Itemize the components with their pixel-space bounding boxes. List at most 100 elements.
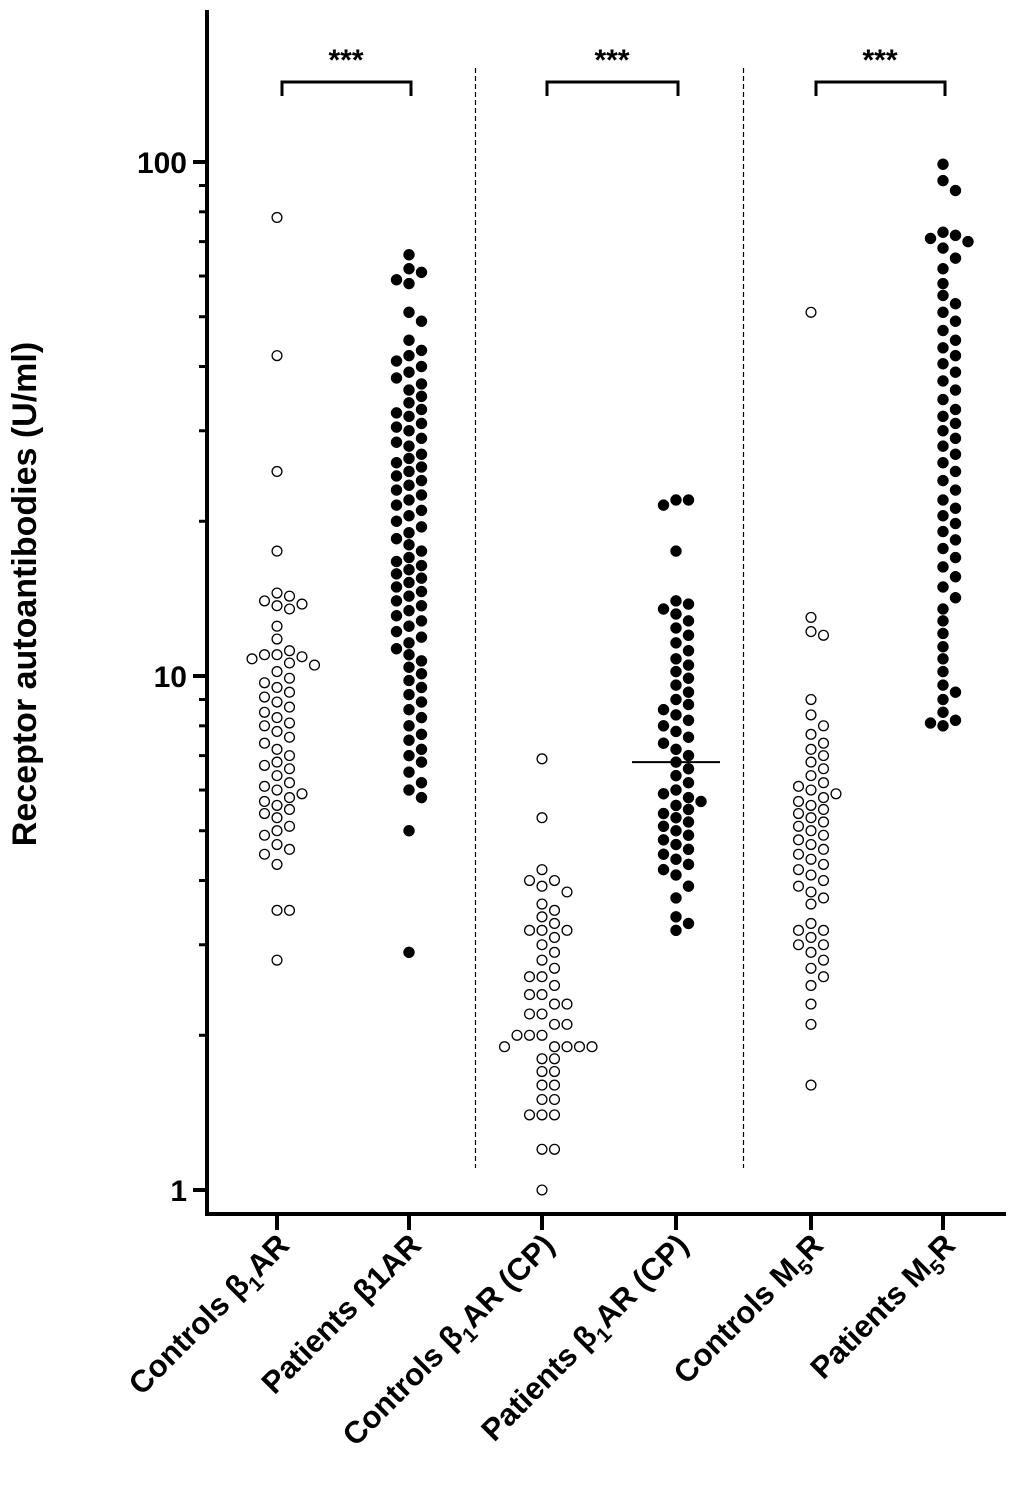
open-data-point [817,720,830,732]
filled-data-point [403,349,415,362]
filled-data-point [670,824,682,837]
filled-data-point [657,834,670,846]
filled-data-point [403,539,415,551]
open-data-point [561,886,573,898]
open-data-point [296,651,308,663]
open-data-point [283,777,296,789]
open-data-point [258,795,271,808]
filled-data-point [937,262,949,275]
filled-data-point [937,679,949,691]
open-data-point [817,777,830,789]
open-data-point [536,1079,548,1091]
filled-data-point [390,625,403,638]
open-data-point [792,939,805,951]
open-data-point [258,595,271,607]
open-data-point [805,743,817,755]
filled-data-point [949,534,962,546]
filled-data-point [415,585,428,598]
group-dividers [474,68,745,1168]
x-label-text: Patients [474,1332,590,1448]
filled-data-point [937,525,949,538]
y-ticks: 1 10 100 [137,147,207,1208]
open-data-point [498,1041,511,1053]
significance-label: *** [862,44,897,77]
filled-data-point [949,591,962,604]
open-data-point [511,1029,523,1041]
filled-data-point [657,863,670,876]
filled-data-point [390,515,403,528]
open-data-point [283,904,296,916]
open-data-point [817,792,830,804]
filled-data-point [670,853,682,866]
open-data-point [805,626,817,638]
x-label-text: Controls [122,1281,243,1402]
open-data-point [805,931,817,943]
open-data-point [805,611,817,623]
filled-data-point [657,703,670,716]
open-data-point [792,780,805,792]
open-data-point [271,756,283,768]
filled-data-point [695,795,707,808]
filled-data-point [937,226,949,239]
filled-data-point [415,403,428,416]
open-data-point [561,924,573,936]
open-data-point [258,737,271,749]
axes [205,10,1006,1216]
filled-data-point [937,627,949,640]
filled-data-point [682,672,695,684]
filled-data-point [949,297,962,310]
filled-data-point [670,924,682,937]
open-data-point [805,917,817,930]
filled-data-point [937,581,949,593]
filled-data-point [949,315,962,327]
open-data-point [271,743,283,755]
open-data-point [792,924,805,936]
open-data-point [805,838,817,851]
open-data-point [817,874,830,887]
filled-data-point [937,615,949,627]
filled-data-point [403,590,415,602]
open-data-point [817,892,830,904]
open-data-point [271,770,283,782]
open-data-point [523,1029,536,1041]
open-data-point [805,756,817,768]
open-data-point [258,759,271,771]
filled-data-point [657,499,670,511]
filled-data-point [937,720,949,732]
open-data-point [271,681,283,694]
filled-data-point [949,417,962,430]
filled-data-point [670,545,682,557]
open-data-point [536,753,548,765]
open-data-point [271,666,283,678]
filled-data-point [415,599,428,612]
open-data-point [523,989,536,1001]
filled-data-point [657,603,670,615]
open-data-point [805,728,817,740]
x-label-suffix: AR (CP) [453,1227,561,1335]
open-data-point [283,603,296,615]
open-data-point [817,971,830,983]
open-data-point [817,954,830,966]
filled-data-point [415,655,428,667]
filled-data-point [937,542,949,555]
filled-data-point [670,494,682,506]
open-data-point [283,672,296,684]
filled-data-point [670,725,682,738]
open-data-point [271,825,283,837]
open-data-point [283,701,296,713]
significance-bracket [545,80,680,96]
open-data-point [258,706,271,718]
open-data-point [271,620,283,632]
filled-data-point [415,559,428,572]
filled-data-point [949,551,962,564]
open-data-point [805,886,817,898]
filled-data-point [924,232,937,245]
open-data-point [536,939,548,951]
filled-data-point [949,502,962,515]
filled-data-point [670,653,682,665]
open-data-point [523,924,536,936]
filled-data-point [390,499,403,511]
filled-data-point [390,407,403,419]
significance-label: *** [328,44,363,77]
filled-data-point [670,693,682,706]
